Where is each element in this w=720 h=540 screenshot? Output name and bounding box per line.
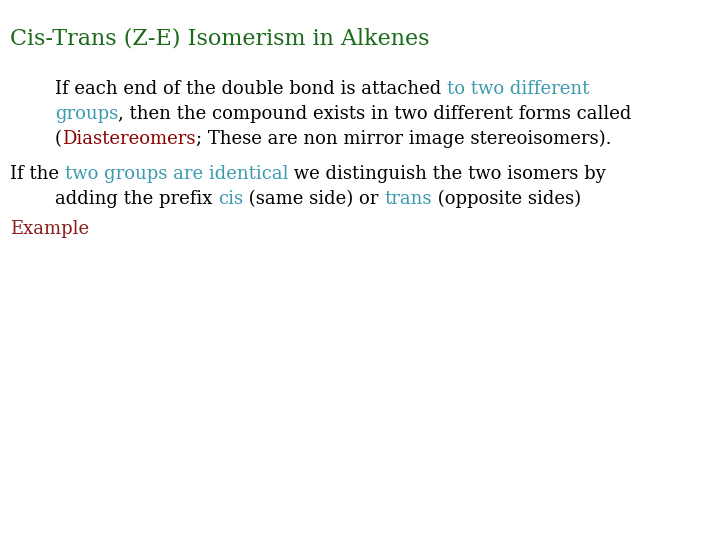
Text: Diastereomers: Diastereomers: [62, 130, 196, 148]
Text: trans: trans: [384, 190, 432, 208]
Text: If each end of the double bond is attached: If each end of the double bond is attach…: [55, 80, 447, 98]
Text: If the: If the: [10, 165, 65, 183]
Text: , then the compound exists in two different forms called: , then the compound exists in two differ…: [118, 105, 631, 123]
Text: we distinguish the two isomers by: we distinguish the two isomers by: [288, 165, 606, 183]
Text: Example: Example: [10, 220, 89, 238]
Text: ; These are non mirror image stereoisomers).: ; These are non mirror image stereoisome…: [196, 130, 611, 148]
Text: (same side) or: (same side) or: [243, 190, 384, 208]
Text: cis: cis: [218, 190, 243, 208]
Text: Cis-Trans (Z-E) Isomerism in Alkenes: Cis-Trans (Z-E) Isomerism in Alkenes: [10, 28, 430, 50]
Text: to two different: to two different: [447, 80, 590, 98]
Text: (opposite sides): (opposite sides): [432, 190, 581, 208]
Text: two groups are identical: two groups are identical: [65, 165, 288, 183]
Text: adding the prefix: adding the prefix: [55, 190, 218, 208]
Text: groups: groups: [55, 105, 118, 123]
Text: (: (: [55, 130, 62, 148]
